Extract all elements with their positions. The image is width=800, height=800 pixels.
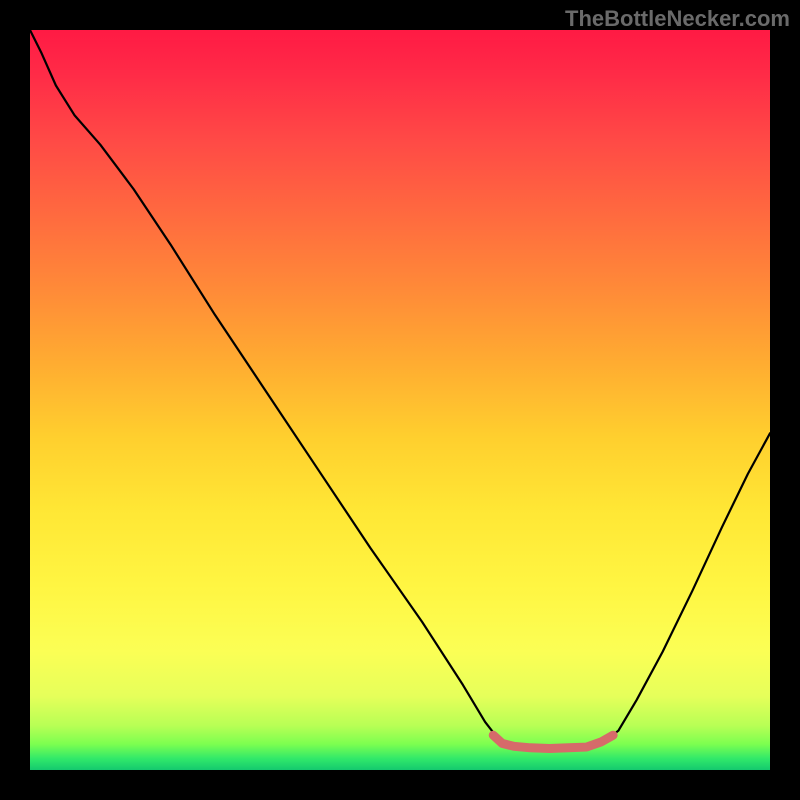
plot-area (30, 30, 770, 770)
main-curve (30, 30, 770, 748)
watermark-text: TheBottleNecker.com (565, 6, 790, 32)
marker-band (493, 735, 613, 748)
curve-layer (30, 30, 770, 770)
chart-container: TheBottleNecker.com (0, 0, 800, 800)
